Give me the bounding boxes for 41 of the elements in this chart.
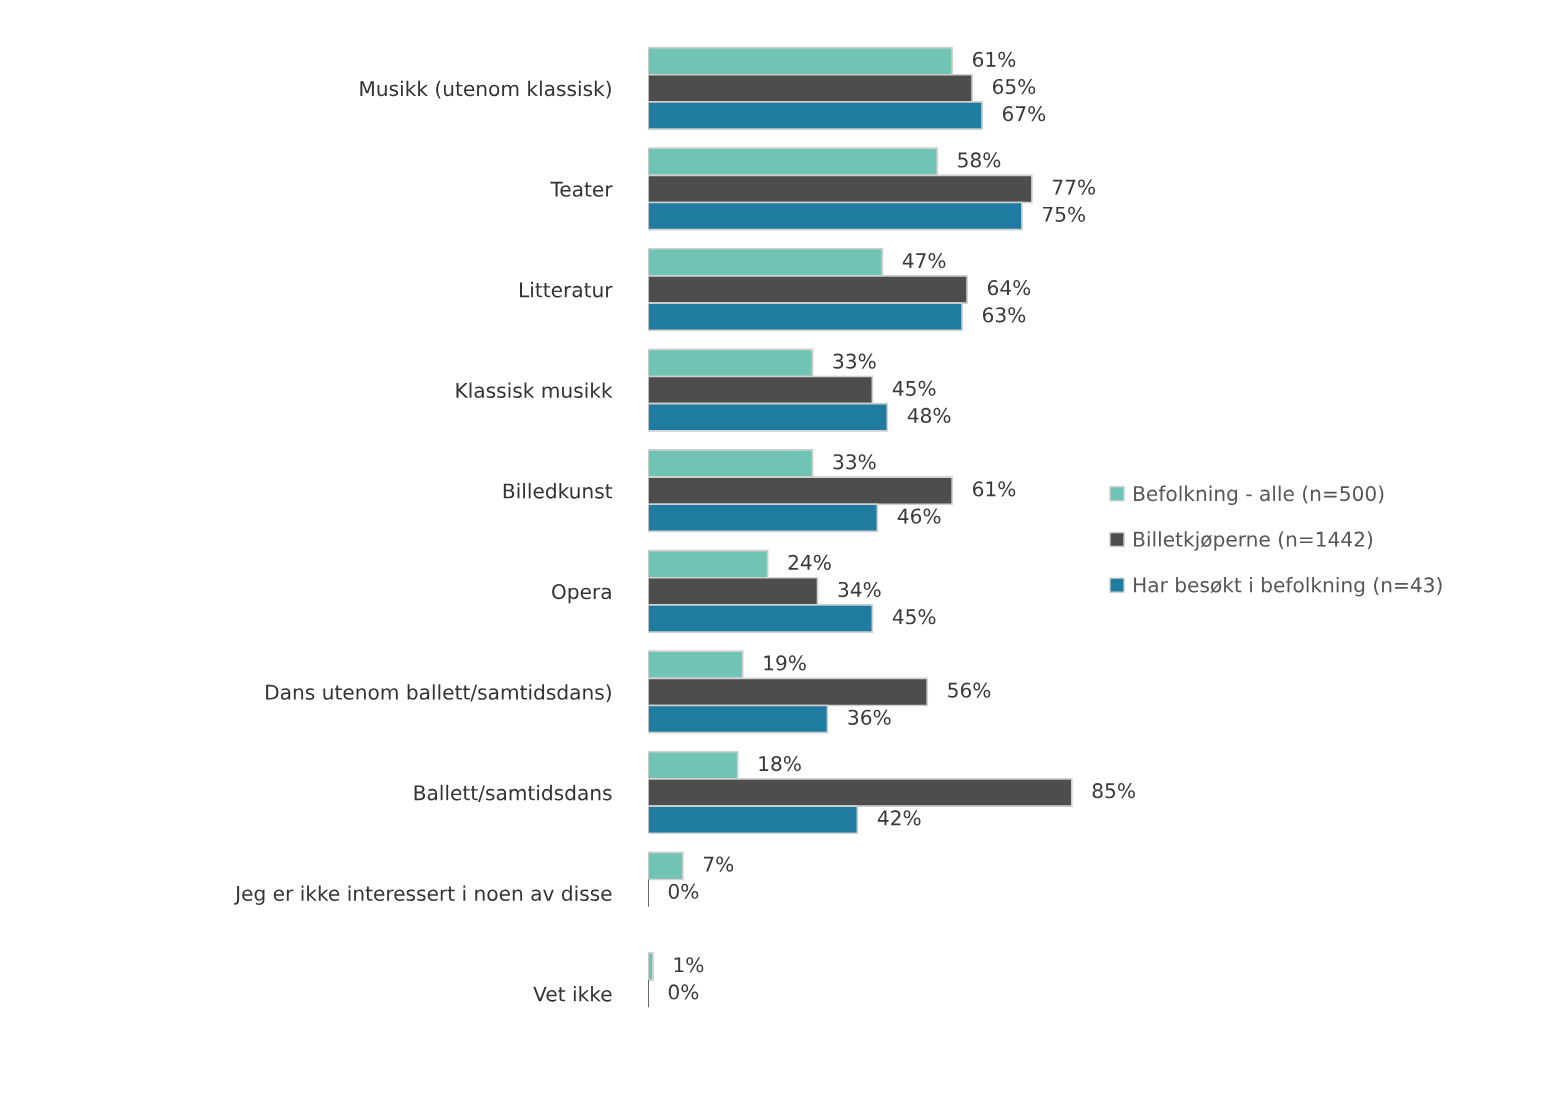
legend-label: Har besøkt i befolkning (n=43) (1134, 576, 1442, 597)
y-tick-label: Vet ikke (533, 986, 612, 1002)
legend-label: Billetkjøperne (n=1442) (1134, 531, 1373, 551)
y-tick-label: Jeg er ikke interessert i noen av disse (234, 885, 612, 905)
data-label: 77% (1053, 179, 1096, 195)
data-label: 42% (877, 810, 921, 826)
data-label: 19% (764, 655, 806, 671)
data-label: 61% (973, 51, 1016, 67)
data-label: 58% (958, 152, 1001, 168)
data-label: 36% (848, 709, 891, 725)
y-tick-label: Musikk (utenom klassisk) (360, 80, 611, 99)
data-label: 46% (897, 508, 941, 524)
data-label: 48% (907, 407, 951, 424)
legend-label: Befolkning - alle (n=500) (1134, 485, 1384, 506)
data-label: 64% (987, 280, 1031, 296)
data-label: 34% (838, 581, 881, 598)
data-label: 63% (982, 307, 1026, 323)
data-label: 1% (674, 957, 704, 973)
data-label: 24% (788, 554, 831, 570)
data-label: 33% (833, 353, 876, 369)
data-label: 18% (759, 755, 801, 772)
data-label: 47% (902, 252, 946, 269)
data-label: 75% (1043, 206, 1086, 222)
y-tick-label: Klassisk musikk (456, 382, 613, 399)
y-tick-label: Teater (550, 181, 613, 197)
data-label: 67% (1002, 106, 1046, 122)
data-label: 65% (992, 78, 1036, 95)
data-label: 61% (973, 481, 1016, 497)
data-label: 56% (948, 682, 991, 698)
y-tick-label: Opera (552, 584, 611, 604)
y-tick-label: Dans utenom ballett/samtidsdans) (266, 684, 611, 703)
data-label: 85% (1092, 783, 1135, 799)
data-label: 0% (668, 984, 699, 1000)
data-label: 0% (668, 883, 699, 899)
data-label: 45% (892, 380, 936, 396)
y-tick-label: Ballett/samtidsdans (414, 784, 612, 803)
data-label: 7% (704, 856, 734, 872)
y-tick-label: Litteratur (520, 281, 613, 298)
y-tick-label: Billedkunst (503, 483, 613, 499)
data-label: 33% (833, 454, 876, 470)
data-label: 45% (892, 609, 936, 625)
